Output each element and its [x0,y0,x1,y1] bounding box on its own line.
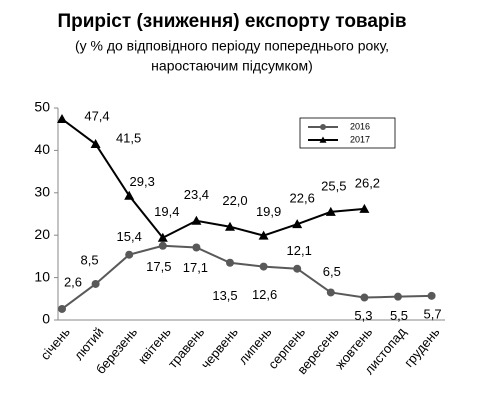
value-label: 19,4 [154,204,179,219]
value-label: 17,5 [146,259,171,274]
value-label: 5,7 [424,306,442,321]
legend-marker [320,124,326,130]
y-tick-label: 40 [34,141,50,157]
y-tick-label: 50 [34,99,50,115]
value-label: 15,4 [117,229,142,244]
point-marker [292,219,303,229]
point-marker [225,221,235,231]
value-label: 6,5 [323,264,341,279]
point-marker [259,262,268,271]
y-tick-label: 30 [34,184,50,200]
x-tick-label: січень [37,324,73,362]
point-marker [427,291,436,300]
y-tick-label: 10 [34,268,50,284]
chart-title: Приріст (зниження) експорту товарів [57,11,406,32]
legend-label: 2016 [350,121,370,131]
value-label: 13,5 [212,288,237,303]
value-label: 5,5 [390,308,408,323]
point-marker [91,279,100,288]
value-label: 29,3 [130,174,155,189]
point-marker [90,139,101,149]
value-label: 5,3 [354,308,372,323]
value-label: 41,5 [116,130,141,145]
value-label: 23,4 [184,187,209,202]
point-marker [325,206,336,216]
value-label: 8,5 [81,252,99,267]
x-tick-label: червень [198,324,241,371]
chart-subtitle: наростаючим підсумком) [151,58,313,74]
point-marker [226,258,234,267]
point-marker [58,304,66,313]
point-marker [191,215,202,225]
legend-label: 2017 [350,134,370,144]
series-line [61,244,432,310]
point-marker [192,243,201,252]
point-marker [326,288,335,297]
legend-box [299,117,396,149]
value-label: 2,6 [64,274,82,289]
point-marker [293,264,302,273]
value-label: 47,4 [84,108,109,123]
value-label: 22,6 [290,191,315,206]
chart-subtitle: (у % до відповідного періоду попередньог… [75,38,389,54]
series-line [61,118,365,240]
value-label: 12,6 [252,287,277,302]
legend-marker [319,136,327,143]
point-marker [125,250,134,259]
point-marker [360,293,369,302]
point-marker [394,292,402,301]
point-marker [359,203,370,213]
value-label: 26,2 [355,175,380,190]
value-label: 17,1 [183,260,208,275]
value-label: 25,5 [321,178,346,193]
point-marker [258,230,269,240]
point-marker [124,190,135,200]
x-tick-label: грудень [401,324,443,370]
value-label: 22,0 [222,193,247,208]
point-marker [157,232,168,242]
point-marker [57,114,67,124]
point-marker [158,241,167,250]
value-label: 19,9 [256,204,281,219]
y-tick-label: 20 [34,226,50,242]
y-tick-label: 0 [42,311,50,327]
value-label: 12,1 [287,243,312,258]
